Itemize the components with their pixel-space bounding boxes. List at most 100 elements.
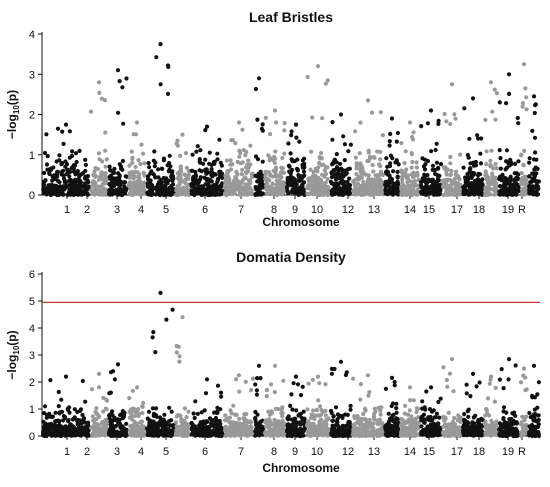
marker-point: [390, 432, 395, 437]
marker-point: [192, 191, 197, 196]
marker-point: [270, 185, 275, 190]
x-tick-label: 3: [114, 204, 120, 216]
marker-point: [394, 401, 399, 406]
marker-point: [77, 418, 82, 423]
marker-point: [479, 190, 484, 195]
marker-point: [174, 350, 179, 355]
marker-point: [530, 185, 535, 190]
marker-point: [77, 172, 82, 177]
marker-point: [224, 158, 229, 163]
marker-point: [154, 406, 159, 411]
marker-point: [257, 183, 262, 188]
marker-point: [502, 186, 507, 191]
marker-point: [346, 149, 351, 154]
marker-point: [43, 178, 48, 183]
peak-point: [293, 122, 299, 127]
y-tick-label: 4: [29, 323, 35, 335]
marker-point: [365, 179, 370, 184]
marker-point: [289, 190, 294, 195]
marker-point: [270, 174, 275, 179]
marker-point: [378, 169, 384, 174]
marker-point: [244, 183, 249, 188]
marker-point: [178, 176, 183, 181]
marker-point: [516, 188, 521, 193]
marker-point: [195, 144, 200, 149]
marker-point: [109, 175, 114, 180]
marker-point: [153, 413, 158, 418]
y-tick-label: 0: [29, 431, 35, 443]
marker-point: [141, 151, 146, 156]
marker-point: [260, 426, 265, 431]
marker-point: [280, 188, 285, 194]
marker-point: [165, 163, 170, 168]
marker-point: [336, 182, 341, 187]
marker-point: [124, 76, 129, 81]
marker-point: [515, 115, 520, 121]
marker-point: [325, 78, 330, 83]
marker-point: [103, 423, 108, 428]
marker-point: [436, 118, 441, 123]
marker-point: [173, 420, 179, 425]
x-tick-label: 19: [502, 204, 514, 216]
marker-point: [522, 148, 527, 153]
x-tick-label: 15: [423, 204, 435, 216]
marker-point: [318, 417, 324, 422]
marker-point: [508, 178, 514, 183]
marker-point: [380, 172, 385, 178]
marker-point: [255, 174, 260, 179]
marker-point: [420, 399, 425, 404]
marker-point: [431, 408, 436, 413]
marker-point: [120, 85, 125, 90]
marker-point: [258, 169, 263, 174]
marker-point: [63, 433, 68, 438]
marker-point: [74, 159, 79, 165]
marker-point: [323, 382, 328, 387]
marker-point: [478, 161, 484, 166]
x-tick-label: 8: [271, 446, 277, 458]
marker-point: [89, 425, 94, 430]
marker-point: [444, 169, 449, 174]
peak-point: [521, 62, 527, 67]
marker-point: [285, 185, 290, 190]
marker-point: [367, 186, 372, 191]
marker-point: [61, 141, 66, 146]
marker-point: [479, 136, 484, 141]
marker-point: [388, 131, 393, 137]
marker-point: [499, 188, 504, 193]
marker-point: [467, 136, 472, 141]
x-tick-label: 10: [311, 204, 323, 216]
marker-point: [72, 416, 77, 421]
marker-point: [130, 189, 135, 194]
marker-point: [112, 377, 117, 382]
marker-point: [139, 424, 144, 429]
marker-point: [203, 419, 208, 424]
marker-point: [462, 192, 467, 197]
marker-point: [250, 376, 256, 381]
x-tick-label: 14: [404, 446, 416, 458]
marker-point: [127, 163, 132, 168]
marker-point: [443, 422, 448, 427]
marker-point: [532, 110, 537, 116]
marker-point: [234, 377, 239, 382]
marker-point: [490, 109, 495, 114]
marker-point: [73, 163, 78, 168]
marker-point: [163, 192, 168, 197]
marker-point: [114, 189, 119, 194]
marker-point: [273, 149, 278, 154]
marker-point: [462, 106, 467, 111]
marker-point: [103, 164, 108, 169]
marker-point: [182, 428, 188, 433]
marker-point: [348, 403, 353, 408]
marker-point: [217, 137, 222, 142]
marker-point: [413, 423, 418, 428]
marker-point: [146, 409, 152, 414]
marker-point: [265, 181, 270, 186]
marker-point: [442, 433, 447, 438]
marker-point: [255, 117, 260, 122]
marker-point: [409, 190, 414, 195]
marker-point: [174, 424, 179, 429]
marker-point: [255, 157, 261, 162]
marker-point: [223, 177, 228, 182]
marker-point: [330, 120, 335, 125]
marker-point: [310, 377, 315, 382]
